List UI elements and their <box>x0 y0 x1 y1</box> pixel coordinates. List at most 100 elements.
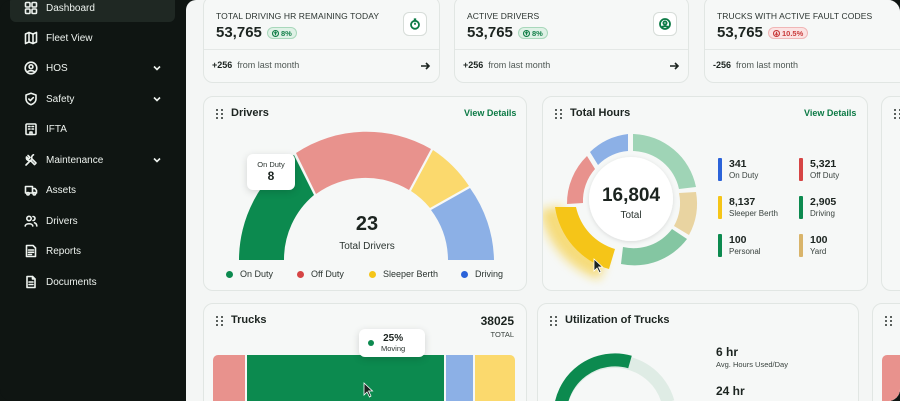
sidebar-item-dashboard[interactable]: Dashboard <box>10 0 175 22</box>
drag-handle-icon[interactable] <box>216 316 224 326</box>
hours-value: 5,321 <box>810 158 837 170</box>
bar-gap <box>444 355 446 401</box>
chevron-down-icon[interactable] <box>151 93 163 105</box>
tooltip-value: 25% <box>383 333 404 344</box>
donut-segment-yard[interactable] <box>674 192 698 235</box>
gauge-segment-on-duty[interactable] <box>239 155 314 260</box>
bar-gap <box>245 355 247 401</box>
hours-value: 341 <box>729 158 747 170</box>
sidebar-item-maintenance[interactable]: Maintenance <box>10 146 175 174</box>
sidebar-item-hos[interactable]: HOS <box>10 54 175 82</box>
sidebar-item-label: Safety <box>46 93 75 105</box>
hours-value: 8,137 <box>729 196 756 208</box>
delta: +256 from last month <box>212 60 299 70</box>
dashboard-icon <box>24 1 38 15</box>
sidebar-item-fleet-view[interactable]: Fleet View <box>10 24 175 52</box>
legend-sleeper-berth[interactable]: Sleeper Berth <box>369 269 438 279</box>
bar-segment-stopped[interactable] <box>213 355 245 401</box>
badge-text: 8% <box>281 28 292 38</box>
trucks-total-value: 38025 <box>480 314 514 328</box>
hours-value: 100 <box>729 234 747 246</box>
stat-title: TOTAL DRIVING HR REMAINING TODAY <box>216 11 380 21</box>
drag-handle-icon[interactable] <box>550 316 558 326</box>
bar-segment-moving[interactable] <box>247 355 444 401</box>
donut-segment-driving-top[interactable] <box>633 134 696 189</box>
divider <box>705 49 900 50</box>
gauge-segment-sleeper-berth[interactable] <box>411 150 469 208</box>
donut-segment-off-duty[interactable] <box>566 156 595 204</box>
drivers-panel: Drivers View Details 23 Total Drivers On… <box>203 96 527 291</box>
sidebar: Dashboard Fleet View HOS Safety IFTA Mai… <box>0 0 186 401</box>
arrow-right-icon[interactable] <box>419 59 431 71</box>
gauge-fill[interactable] <box>555 353 632 401</box>
sidebar-item-safety[interactable]: Safety <box>10 85 175 113</box>
map-icon <box>24 31 38 45</box>
drag-handle-icon[interactable] <box>885 316 893 326</box>
partial-panel-right-bottom <box>872 303 900 401</box>
legend-dot <box>461 270 468 278</box>
user-icon <box>653 12 677 36</box>
stat-card-fault-codes[interactable]: TRUCKS WITH ACTIVE FAULT CODES 53,765 10… <box>704 0 900 83</box>
delta-value: +256 <box>463 60 484 70</box>
donut-segment-sleeper-berth[interactable] <box>555 207 615 269</box>
legend-label: Off Duty <box>311 269 344 279</box>
color-bar <box>718 234 722 257</box>
legend-off-duty[interactable]: Off Duty <box>297 269 344 279</box>
sidebar-item-label: HOS <box>46 62 68 74</box>
hours-item-on-duty: 341 On Duty <box>718 158 758 181</box>
legend-on-duty[interactable]: On Duty <box>226 269 273 279</box>
arrow-up-icon <box>272 29 279 37</box>
gauge-segment-driving[interactable] <box>431 188 494 260</box>
delta-text: from last month <box>237 60 300 70</box>
delta-text: from last month <box>488 60 551 70</box>
avg-hours-label: Avg. Hours Used/Day <box>716 360 788 369</box>
panel-title: Trucks <box>231 314 267 326</box>
sidebar-item-assets[interactable]: Assets <box>10 176 175 204</box>
stat-title: ACTIVE DRIVERS <box>467 11 540 21</box>
total-drivers-label: Total Drivers <box>339 241 395 252</box>
delta-value: +256 <box>212 60 233 70</box>
badge-text: 8% <box>532 28 543 38</box>
delta: +256 from last month <box>463 60 550 70</box>
bar-segment-offline[interactable] <box>475 355 515 401</box>
bar-segment-partial <box>882 355 900 401</box>
donut-center <box>589 157 673 241</box>
building-icon <box>24 122 38 136</box>
bar-gap <box>473 355 475 401</box>
trend-badge: 10.5% <box>768 27 809 39</box>
donut-segment-personal[interactable] <box>621 229 687 266</box>
stat-card-active-drivers[interactable]: ACTIVE DRIVERS 53,765 8% +256 from last m… <box>454 0 689 83</box>
sidebar-item-documents[interactable]: Documents <box>10 268 175 296</box>
mouse-cursor-icon <box>593 258 604 274</box>
sidebar-item-label: Assets <box>46 184 77 196</box>
view-details-link[interactable]: View Details <box>804 108 857 118</box>
color-bar <box>718 196 722 219</box>
hours-donut-chart <box>543 134 698 280</box>
gauge-segment-off-duty[interactable] <box>296 131 431 194</box>
drag-handle-icon[interactable] <box>216 109 224 119</box>
hours-item-personal: 100 Personal <box>718 234 761 257</box>
drag-handle-icon[interactable] <box>555 109 563 119</box>
legend-driving[interactable]: Driving <box>461 269 503 279</box>
drag-handle-icon[interactable] <box>894 109 900 119</box>
donut-segment-on-duty[interactable] <box>590 134 628 165</box>
panel-title: Drivers <box>231 107 269 119</box>
sidebar-item-ifta[interactable]: IFTA <box>10 115 175 143</box>
chevron-down-icon[interactable] <box>151 154 163 166</box>
sidebar-item-label: Documents <box>46 276 97 288</box>
bar-segment-idle[interactable] <box>446 355 473 401</box>
panel-title: Utilization of Trucks <box>565 314 670 326</box>
stat-value: 53,765 <box>467 24 513 41</box>
legend-label: Driving <box>475 269 504 279</box>
hours-label: On Duty <box>729 171 759 180</box>
chevron-down-icon[interactable] <box>151 62 163 74</box>
arrow-right-icon[interactable] <box>668 59 680 71</box>
stat-card-driving-hours[interactable]: TOTAL DRIVING HR REMAINING TODAY 53,765 … <box>203 0 440 83</box>
view-details-link[interactable]: View Details <box>464 108 517 118</box>
sidebar-item-drivers[interactable]: Drivers <box>10 207 175 235</box>
tooltip-label: On Duty <box>257 160 285 169</box>
color-bar <box>799 234 803 257</box>
hours-item-yard: 100 Yard <box>799 234 828 257</box>
sidebar-item-reports[interactable]: Reports <box>10 237 175 265</box>
